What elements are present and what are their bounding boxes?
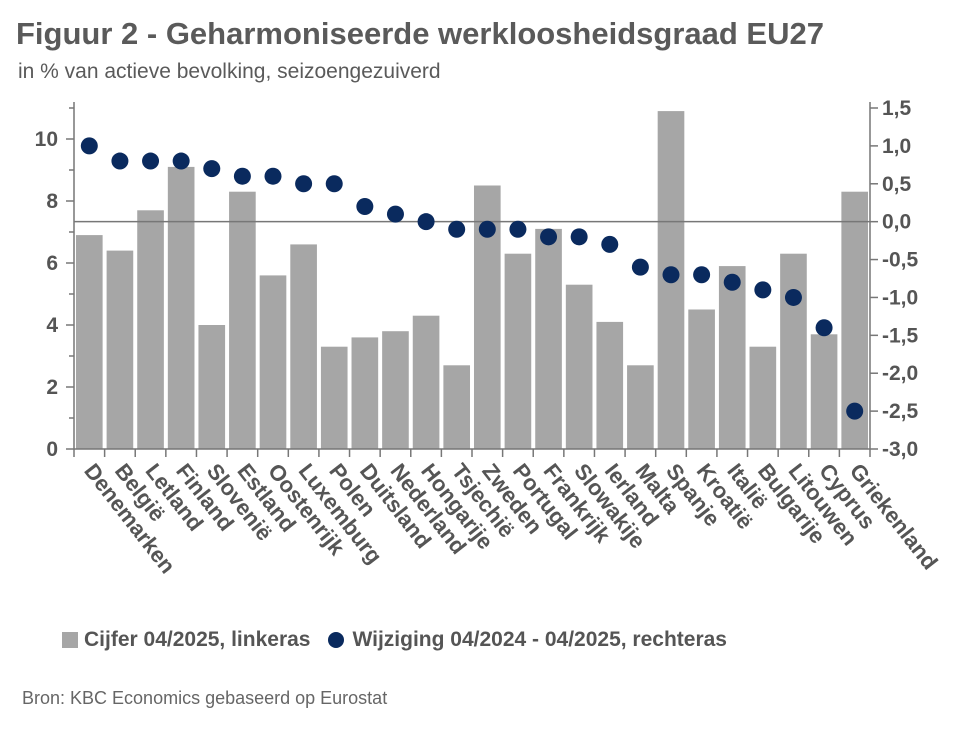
bar [718,266,746,449]
chart-title: Figuur 2 - Geharmoniseerde werkloosheids… [16,16,824,51]
data-point [80,137,98,155]
data-point [295,175,313,193]
data-point [601,235,619,253]
data-point [478,220,496,238]
legend-item-bars: Cijfer 04/2025, linkeras [62,628,310,652]
bar [137,210,164,449]
data-point [264,167,282,185]
data-point [784,288,802,306]
data-point [723,273,741,291]
data-point [631,258,649,276]
bar-swatch-icon [62,632,78,648]
bar [780,253,807,449]
legend-label-bars: Cijfer 04/2025, linkeras [84,628,311,651]
data-point [662,266,680,284]
bar [320,346,348,449]
left-tick-label: 2 [46,376,58,399]
left-tick-label: 0 [46,438,58,461]
bar [810,334,838,449]
bar [443,365,471,449]
right-tick-label: -2,5 [882,400,919,423]
left-tick-label: 8 [46,190,58,213]
data-point [356,198,374,216]
bar-series [75,111,869,449]
data-point [693,266,711,284]
bar [75,235,103,449]
data-point [142,152,160,170]
data-point [417,213,435,231]
left-tick-label: 10 [35,128,58,151]
right-tick-label: -3,0 [882,438,918,461]
data-point [172,152,190,170]
source-note: Bron: KBC Economics gebaseerd op Eurosta… [22,688,388,708]
bar [565,284,593,449]
right-tick-label: 1,0 [882,135,911,158]
bar [749,346,777,449]
right-tick-label: 0,0 [882,211,911,234]
bar [167,166,195,449]
bar [382,331,409,449]
dot-swatch-icon [328,632,345,648]
data-point [540,228,558,246]
bar [351,337,379,449]
bar [412,315,440,449]
bar [596,321,624,449]
right-tick-label: -1,5 [882,324,919,347]
right-tick-label: -2,0 [882,362,918,385]
right-tick-label: -0,5 [882,249,919,272]
data-point [754,281,772,299]
right-tick-label: 0,5 [882,173,912,196]
data-point [815,319,833,337]
legend-label-dots: Wijziging 04/2024 - 04/2025, rechteras [352,628,727,651]
data-point [325,175,343,193]
right-tick-label: 1,5 [882,97,912,120]
bar [106,250,134,449]
bar [504,253,532,449]
data-point [509,220,527,238]
data-point [386,205,404,223]
left-tick-label: 6 [46,252,58,275]
legend: Cijfer 04/2025, linkeras Wijziging 04/20… [62,628,727,652]
bar [290,244,317,449]
legend-item-dots: Wijziging 04/2024 - 04/2025, rechteras [310,628,727,652]
bar [535,228,562,449]
right-tick-label: -1,0 [882,286,918,309]
data-point [448,220,466,238]
left-tick-label: 4 [46,314,58,337]
bar [688,309,715,449]
data-point [846,402,864,420]
bar [259,275,287,449]
bar [229,191,256,449]
data-point [203,160,221,178]
bar [198,325,226,449]
dot-series [80,137,864,420]
bar [627,365,654,449]
data-point [111,152,129,170]
chart-subtitle: in % van actieve bevolking, seizoengezui… [18,60,441,83]
data-point [570,228,588,246]
data-point [233,167,251,185]
axes [66,102,878,457]
